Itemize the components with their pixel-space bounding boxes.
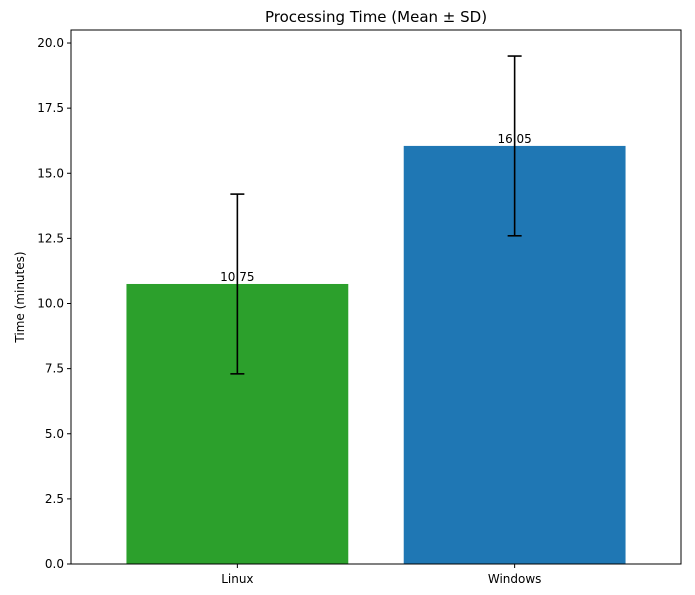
y-tick-label: 15.0 (37, 166, 64, 180)
y-tick-label: 2.5 (45, 492, 64, 506)
data-labels: 10.75 16.05 (220, 132, 532, 284)
plot-frame (70, 29, 682, 565)
y-tick-label: 17.5 (37, 101, 64, 115)
y-tick-label: 7.5 (45, 362, 64, 376)
x-tick-label: Linux (221, 572, 253, 586)
x-axis-ticks: Linux Windows (221, 564, 541, 586)
error-bar-windows (507, 55, 522, 237)
data-label-linux: 10.75 (220, 270, 254, 284)
y-tick-label: 20.0 (37, 36, 64, 50)
error-bars (230, 55, 522, 375)
chart-title: Processing Time (Mean ± SD) (265, 8, 487, 26)
y-axis-label: Time (minutes) (13, 251, 27, 343)
bars (126, 145, 626, 565)
y-tick-label: 12.5 (37, 231, 64, 245)
y-tick-label: 10.0 (37, 297, 64, 311)
y-tick-label: 5.0 (45, 427, 64, 441)
error-bar-linux (230, 193, 245, 375)
x-tick-label: Windows (488, 572, 542, 586)
y-axis-ticks: 0.0 2.5 5.0 7.5 10.0 12.5 15.0 17.5 20.0 (37, 36, 71, 571)
data-label-windows: 16.05 (497, 132, 531, 146)
y-tick-label: 0.0 (45, 557, 64, 571)
